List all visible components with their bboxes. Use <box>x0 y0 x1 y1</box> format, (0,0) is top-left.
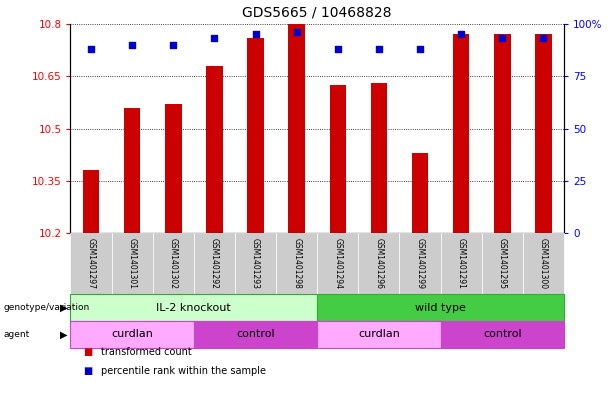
Point <box>169 41 178 48</box>
Bar <box>165 104 181 233</box>
Text: GSM1401293: GSM1401293 <box>251 239 260 289</box>
Bar <box>289 24 305 233</box>
Point <box>374 46 384 52</box>
Text: GSM1401299: GSM1401299 <box>416 239 425 289</box>
Point <box>251 31 261 37</box>
Text: transformed count: transformed count <box>101 347 192 357</box>
Point <box>128 41 137 48</box>
Text: GSM1401294: GSM1401294 <box>333 239 342 289</box>
Text: genotype/variation: genotype/variation <box>3 303 89 312</box>
Text: curdlan: curdlan <box>111 329 153 340</box>
Bar <box>247 38 264 233</box>
Point <box>210 35 219 41</box>
Point <box>456 31 466 37</box>
Text: GSM1401298: GSM1401298 <box>292 239 301 289</box>
Point <box>333 46 343 52</box>
Bar <box>535 34 552 233</box>
Point <box>292 29 302 35</box>
Text: agent: agent <box>3 330 29 339</box>
Bar <box>330 85 346 233</box>
Text: percentile rank within the sample: percentile rank within the sample <box>101 366 266 376</box>
Text: GSM1401295: GSM1401295 <box>498 239 507 289</box>
Text: GSM1401292: GSM1401292 <box>210 239 219 289</box>
Bar <box>206 66 223 233</box>
Point <box>86 46 96 52</box>
Title: GDS5665 / 10468828: GDS5665 / 10468828 <box>243 6 392 20</box>
Text: GSM1401291: GSM1401291 <box>457 239 466 289</box>
Text: GSM1401301: GSM1401301 <box>128 239 137 289</box>
Text: ▶: ▶ <box>60 303 67 313</box>
Bar <box>124 108 140 233</box>
Text: GSM1401296: GSM1401296 <box>375 239 383 289</box>
Text: ■: ■ <box>83 347 92 357</box>
Text: GSM1401300: GSM1401300 <box>539 238 548 290</box>
Point <box>415 46 425 52</box>
Text: control: control <box>483 329 522 340</box>
Text: GSM1401302: GSM1401302 <box>169 239 178 289</box>
Bar <box>494 34 511 233</box>
Bar <box>453 34 470 233</box>
Point <box>497 35 507 41</box>
Bar <box>412 153 428 233</box>
Text: IL-2 knockout: IL-2 knockout <box>156 303 231 313</box>
Bar <box>371 83 387 233</box>
Text: ■: ■ <box>83 366 92 376</box>
Text: control: control <box>236 329 275 340</box>
Text: GSM1401297: GSM1401297 <box>86 239 96 289</box>
Text: curdlan: curdlan <box>358 329 400 340</box>
Text: ▶: ▶ <box>60 329 67 340</box>
Point <box>538 35 548 41</box>
Bar <box>83 171 99 233</box>
Text: wild type: wild type <box>415 303 466 313</box>
